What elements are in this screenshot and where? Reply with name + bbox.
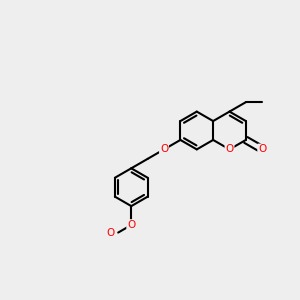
Text: O: O [225, 144, 234, 154]
Text: O: O [106, 228, 115, 238]
Text: O: O [160, 144, 168, 154]
Text: O: O [258, 144, 266, 154]
Text: O: O [127, 220, 135, 230]
